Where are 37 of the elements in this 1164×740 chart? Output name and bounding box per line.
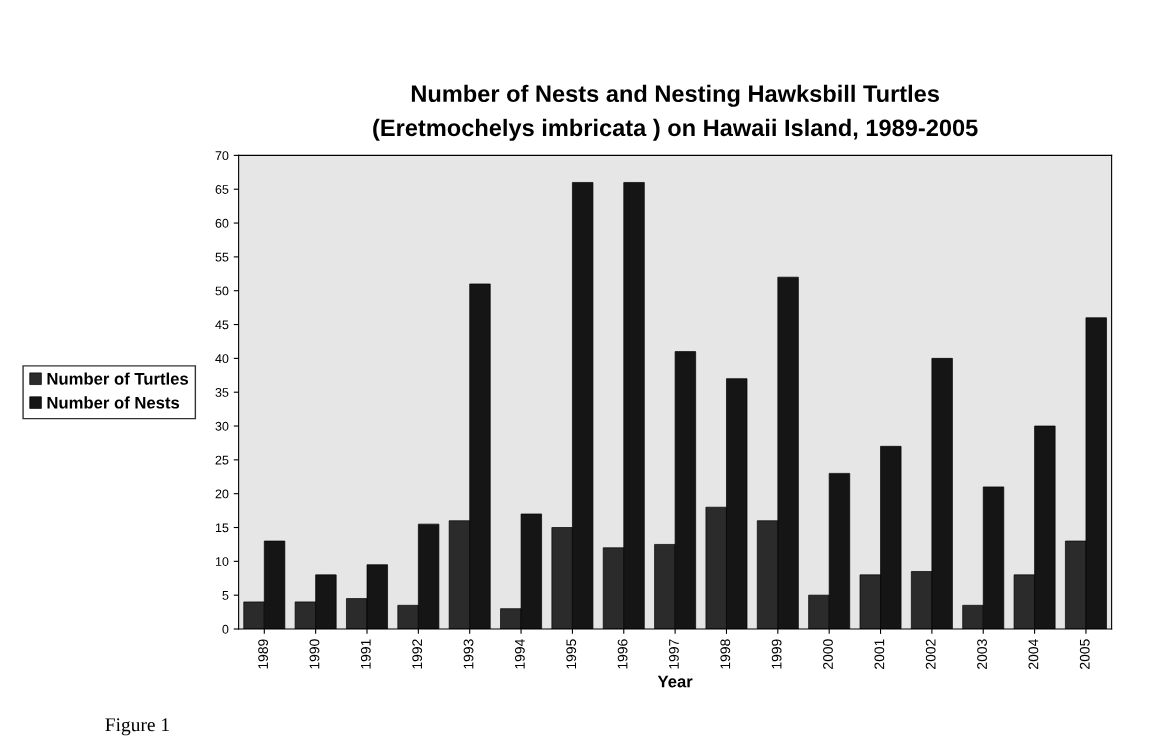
y-tick-label: 70 xyxy=(215,151,229,161)
x-tick-label: 1995 xyxy=(566,639,577,669)
y-tick-label: 40 xyxy=(215,354,229,364)
caption: Figure 1 xyxy=(105,718,169,736)
x-tick-label: 1991 xyxy=(360,639,371,669)
y-tick-label: 65 xyxy=(215,185,229,194)
y-tick-label: 5 xyxy=(222,591,229,600)
y-tick-label: 35 xyxy=(215,388,229,397)
x-tick-label: 1994 xyxy=(514,639,525,669)
y-tick-label: 60 xyxy=(215,218,229,228)
x-tick-label: 1999 xyxy=(771,639,782,669)
x-tick-label: 2005 xyxy=(1079,639,1090,669)
y-tick-label: 45 xyxy=(215,320,229,330)
x-tick-label: 1990 xyxy=(309,639,320,669)
x-tick-label: 2003 xyxy=(977,639,987,669)
x-axis-title: Year xyxy=(657,675,693,688)
x-tick-label: 1998 xyxy=(720,639,731,669)
x-tick-label: 1996 xyxy=(617,639,628,669)
x-tick-label: 2004 xyxy=(1028,639,1039,669)
x-tick-label: 1993 xyxy=(463,639,474,669)
y-tick-label: 10 xyxy=(215,557,229,566)
y-tick-label: 30 xyxy=(215,421,229,431)
y-tick-label: 0 xyxy=(222,624,229,634)
y-tick-label: 25 xyxy=(215,455,229,465)
x-tick-label: 1997 xyxy=(669,639,679,669)
x-tick-label: 1992 xyxy=(412,639,423,669)
y-tick-label: 50 xyxy=(215,286,229,296)
y-tick-label: 55 xyxy=(215,252,229,262)
y-tick-label: 20 xyxy=(215,489,229,499)
x-tick-label: 2000 xyxy=(823,639,833,669)
legend-label: Number of Turtles xyxy=(47,372,189,385)
x-tick-label: 1989 xyxy=(258,639,269,669)
chart-title: Number of Nests and Nesting Hawksbill Turtles (Eretmochelys imbricata ) on Hawaii Island, 1989-2005 xyxy=(373,84,978,141)
legend-label: Number of Nests xyxy=(47,396,180,409)
x-tick-label: 2001 xyxy=(874,639,885,669)
y-tick-label: 15 xyxy=(215,523,229,533)
x-tick-label: 2002 xyxy=(925,639,936,669)
